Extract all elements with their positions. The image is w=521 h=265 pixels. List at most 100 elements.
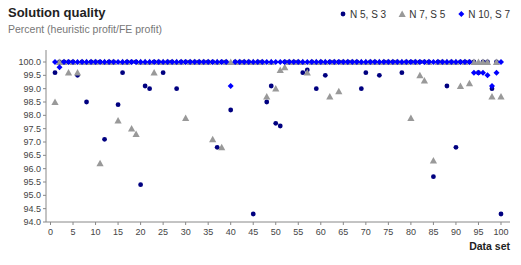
x-tick: [433, 222, 434, 225]
point: [498, 59, 504, 65]
point: [52, 59, 58, 65]
y-tick-label: 97.5: [23, 124, 41, 134]
point: [421, 77, 428, 83]
x-tick-label: 20: [136, 227, 146, 237]
legend-label: N 10, S 7: [468, 9, 510, 20]
y-tick-label: 98.0: [23, 110, 41, 120]
point: [269, 84, 274, 89]
point: [114, 117, 121, 123]
x-tick: [320, 222, 321, 225]
y-tick: [43, 62, 46, 63]
page: {"chart_data": { "type": "scatter", "tit…: [0, 0, 521, 265]
x-tick: [95, 222, 96, 225]
x-tick: [118, 222, 119, 225]
x-tick-label: 95: [473, 227, 483, 237]
y-tick-label: 100.0: [18, 57, 41, 67]
y-tick: [43, 128, 46, 129]
x-tick-label: 40: [226, 227, 236, 237]
point: [484, 58, 491, 64]
legend-item: N 10, S 7: [458, 9, 510, 20]
x-axis-line: [46, 222, 510, 223]
y-tick: [43, 222, 46, 223]
y-tick-label: 97.0: [23, 137, 41, 147]
x-tick-label: 65: [338, 227, 348, 237]
point: [132, 130, 139, 136]
point: [57, 64, 63, 70]
legend-label: N 5, S 3: [350, 9, 387, 20]
point: [273, 121, 278, 126]
legend-item: N 5, S 3: [341, 9, 387, 20]
point: [51, 98, 58, 104]
x-tick: [185, 222, 186, 225]
chart: Solution quality Percent (heuristic profi…: [0, 0, 521, 265]
x-tick: [388, 222, 389, 225]
legend-marker: [399, 10, 406, 16]
point: [228, 108, 233, 113]
point: [264, 100, 269, 105]
y-tick: [43, 182, 46, 183]
point: [161, 70, 166, 75]
point: [116, 102, 121, 107]
x-tick: [298, 222, 299, 225]
legend-marker: [341, 12, 346, 17]
x-tick: [365, 222, 366, 225]
point: [209, 136, 216, 142]
x-tick: [500, 222, 501, 225]
legend-marker: [458, 11, 464, 17]
x-tick: [50, 222, 51, 225]
point: [143, 84, 148, 89]
points: [51, 58, 504, 216]
y-tick: [43, 155, 46, 156]
point: [335, 88, 342, 94]
series: [53, 60, 504, 217]
x-tick-label: 10: [91, 227, 101, 237]
point: [218, 144, 225, 150]
x-tick-label: 80: [406, 227, 416, 237]
point: [407, 114, 414, 120]
subtitle: Percent (heuristic profit/FE profit): [8, 23, 162, 35]
y-tick: [43, 88, 46, 89]
x-tick-label: 100: [493, 227, 508, 237]
x-tick-label: 25: [158, 227, 168, 237]
x-tick-label: 45: [248, 227, 258, 237]
y-tick: [43, 115, 46, 116]
point: [499, 212, 504, 217]
point: [278, 124, 283, 129]
point: [263, 93, 270, 99]
point: [454, 145, 459, 150]
point: [363, 70, 368, 75]
x-tick: [455, 222, 456, 225]
x-tick-label: 50: [271, 227, 281, 237]
legend: N 5, S 3N 7, S 5N 10, S 7: [341, 9, 511, 20]
axes: 0510152025303540455055606570758085909510…: [18, 50, 510, 237]
y-tick-label: 98.5: [23, 97, 41, 107]
x-tick-label: 55: [293, 227, 303, 237]
point: [53, 70, 58, 75]
y-tick-label: 96.5: [23, 150, 41, 160]
x-tick-label: 15: [113, 227, 123, 237]
y-tick: [43, 168, 46, 169]
point: [151, 69, 158, 75]
point: [431, 174, 436, 179]
point: [430, 157, 437, 163]
point: [466, 59, 472, 65]
series: [52, 59, 504, 89]
point: [484, 72, 490, 78]
point: [377, 73, 382, 78]
x-tick: [73, 222, 74, 225]
point: [272, 85, 279, 91]
y-tick: [43, 142, 46, 143]
x-tick: [140, 222, 141, 225]
title: Solution quality: [8, 5, 106, 20]
point: [493, 70, 499, 76]
point: [182, 114, 189, 120]
point: [251, 212, 256, 217]
point: [102, 137, 107, 142]
y-tick: [43, 208, 46, 209]
point: [120, 70, 125, 75]
x-tick: [410, 222, 411, 225]
x-tick-label: 35: [203, 227, 213, 237]
point: [147, 86, 152, 91]
point: [359, 86, 364, 91]
y-tick-label: 94.0: [23, 217, 41, 227]
